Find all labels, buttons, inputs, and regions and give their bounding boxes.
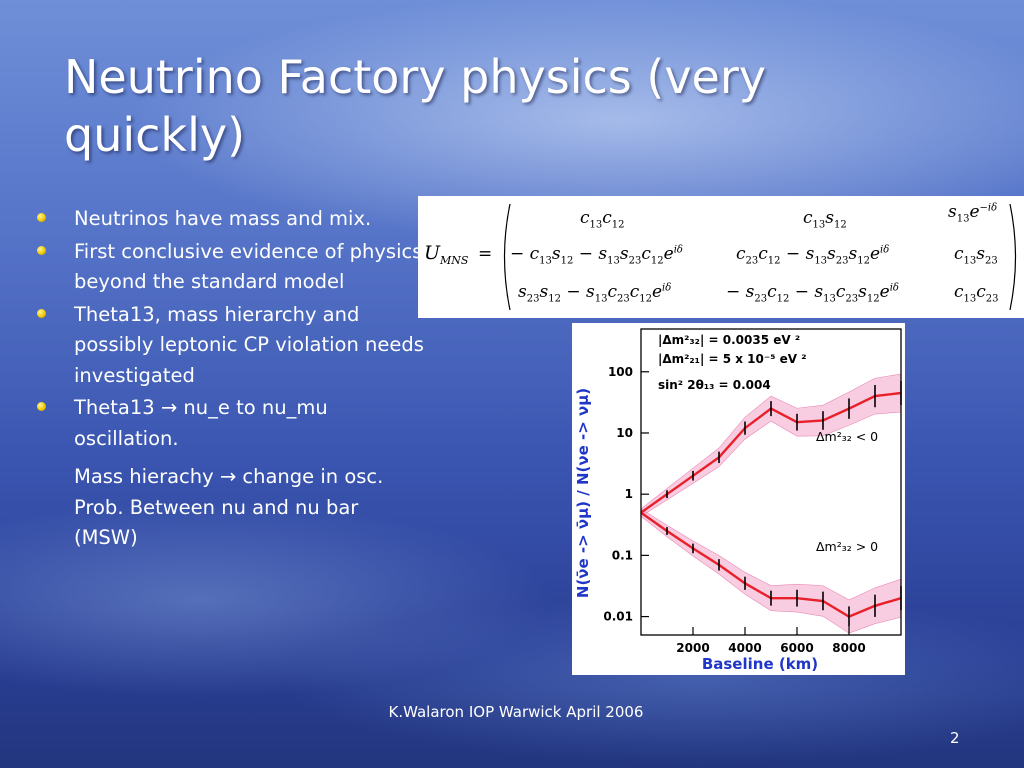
y-tick-label: 10 [616,426,633,440]
bullet-text: First conclusive evidence of physics bey… [74,239,423,294]
uncertainty-band [640,373,902,517]
matrix-cell: s13e−iδ [948,202,998,225]
matrix-cell: − c13s12 − s13s23c12eiδ [510,244,683,267]
bullet-item: Theta13, mass hierarchy and possibly lep… [34,300,424,392]
mns-matrix-equation: UMNS = c13c12 c13s12 s13e−iδ − c13s12 − … [418,196,1024,318]
bullet-item: Theta13 → nu_e to nu_mu oscillation. [34,393,424,454]
matrix-lhs: UMNS [424,242,469,267]
x-tick-label: 4000 [728,641,761,655]
matrix-cell: c13c12 [580,208,625,231]
matrix-equals: = [478,244,493,264]
annotation-inverted: Δm²₃₂ < 0 [816,429,878,444]
chart-svg: 0.01 0.1 1 10 100 2000 4000 6000 8000 |Δm²₃₂| =… [574,328,902,673]
annotation-sin2theta: sin² 2θ₁₃ = 0.004 [658,378,771,392]
slide-title: Neutrino Factory physics (very quickly) [64,50,766,162]
x-axis-label: Baseline (km) [702,655,818,673]
y-tick-label: 1 [625,487,633,501]
sub-paragraph-text: Mass hierachy → change in osc. Prob. Bet… [74,465,384,549]
bullet-dot-icon [37,308,46,318]
annotation-normal: Δm²₃₂ > 0 [816,539,878,554]
matrix-cell: c13c23 [954,282,999,305]
y-tick-label: 0.01 [603,610,633,624]
matrix-cell: c23c12 − s13s23s12eiδ [736,244,890,267]
y-tick-label: 0.1 [612,548,633,562]
y-tick-label: 100 [608,365,633,379]
matrix-cell: − s23c12 − s13c23s12eiδ [726,282,899,305]
uncertainty-band [640,508,902,634]
left-paren-icon [503,203,511,311]
bullet-item: First conclusive evidence of physics bey… [34,237,424,298]
annotation-dm32: |Δm²₃₂| = 0.0035 eV ² [658,333,800,347]
bullet-item: Neutrinos have mass and mix. [34,204,424,235]
bullet-dot-icon [37,245,46,255]
right-paren-icon [1009,203,1017,311]
annotation-dm21: |Δm²₂₁| = 5 x 10⁻⁵ eV ² [658,352,807,366]
bullet-dot-icon [37,402,46,411]
page-number: 2 [950,729,960,747]
oscillation-ratio-chart: 0.01 0.1 1 10 100 2000 4000 6000 8000 |Δm²₃₂| =… [572,323,905,675]
x-tick-label: 2000 [676,641,709,655]
bullet-list: Neutrinos have mass and mix. First concl… [34,204,424,556]
bullet-text: Theta13 → nu_e to nu_mu oscillation. [74,396,328,450]
bullet-text: Theta13, mass hierarchy and possibly lep… [74,302,424,387]
sub-paragraph: Mass hierachy → change in osc. Prob. Bet… [34,462,424,554]
bullet-text: Neutrinos have mass and mix. [74,207,372,230]
plot-frame [640,328,902,636]
matrix-cell: c13s12 [803,208,847,231]
y-axis-label: N(ν̄e -> ν̄μ) / N(νe -> νμ) [574,388,592,598]
matrix-cell: c13s23 [954,244,998,267]
bullet-dot-icon [37,213,46,222]
matrix-cell: s23s12 − s13c23c12eiδ [518,282,672,305]
x-tick-label: 6000 [780,641,813,655]
x-tick-label: 8000 [832,641,865,655]
slide-footer: K.Walaron IOP Warwick April 2006 [388,703,644,721]
